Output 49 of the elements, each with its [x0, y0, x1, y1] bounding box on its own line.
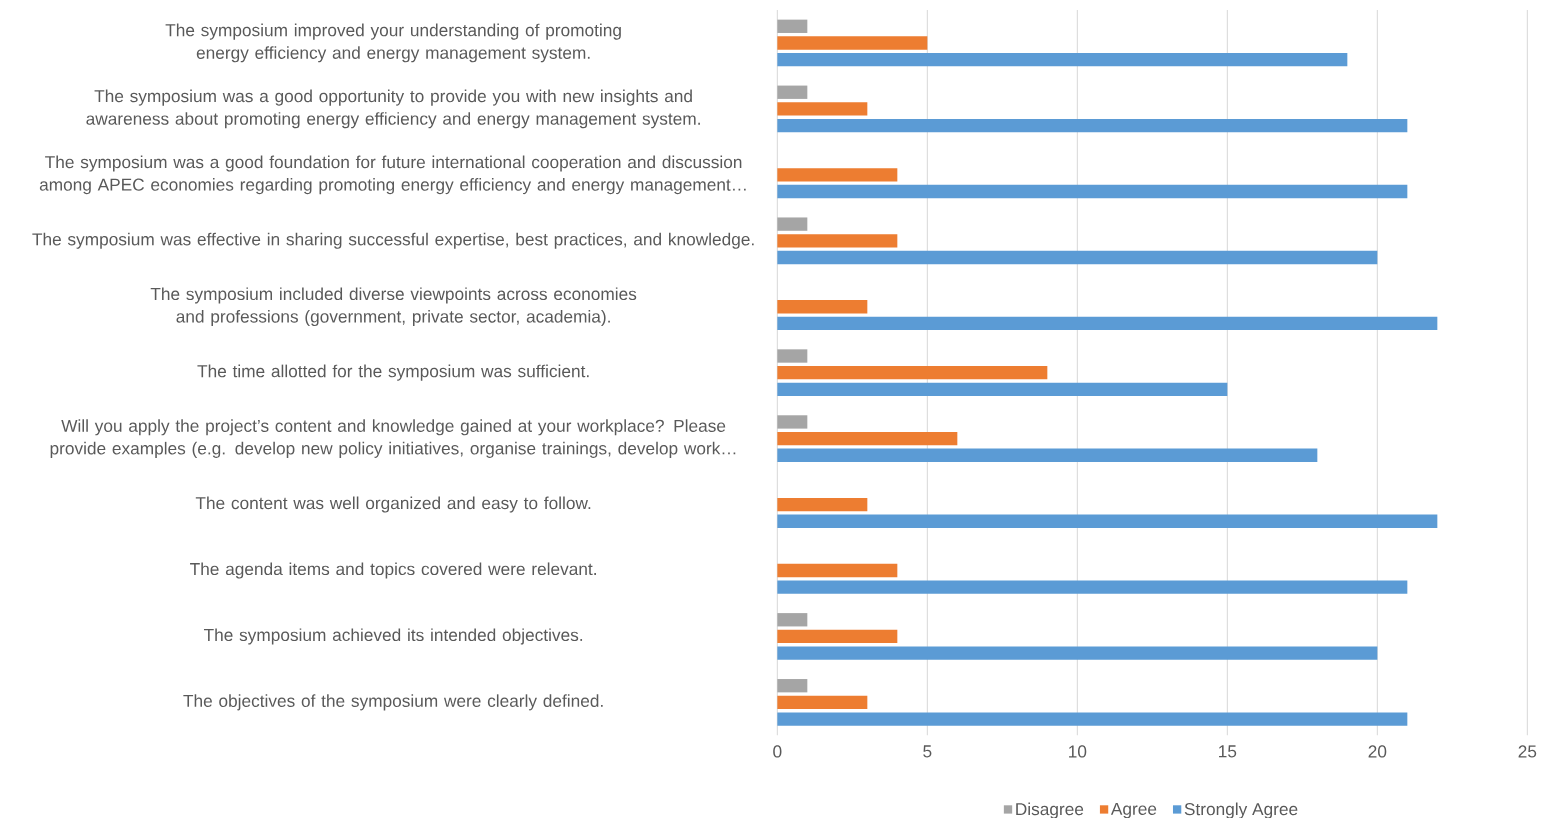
bar [777, 234, 898, 248]
bar [777, 36, 928, 50]
bar [777, 184, 1408, 199]
y-tick-label: The symposium improved your understanding of promoting energy efficiency and energy management system. [165, 23, 621, 63]
bar [777, 316, 1438, 331]
y-tick-label: The symposium was a good opportunity to provide you with new insights and awareness about promoting energy efficiency and energy management system. [86, 89, 700, 129]
y-tick-label: The content was well organized and easy to follow. [195, 496, 591, 513]
y-tick-label: The symposium included diverse viewpoints across economies and professions (government, private sector, academia). [150, 287, 637, 327]
y-tick-label: The agenda items and topics covered were relevant. [190, 562, 596, 579]
bar [777, 168, 898, 182]
bar [777, 102, 868, 116]
bar [777, 712, 1408, 726]
bar [777, 366, 1048, 380]
bar [777, 646, 1378, 660]
bar [777, 118, 1408, 133]
x-tick-label: 15 [1219, 745, 1237, 758]
bar [777, 613, 808, 627]
x-tick-label: 10 [1069, 745, 1087, 758]
x-tick-label: 25 [1518, 745, 1537, 758]
bar [777, 695, 868, 710]
bar [777, 415, 808, 429]
y-tick-label: The symposium achieved its intended objectives. [203, 628, 583, 645]
bar [777, 382, 1228, 397]
legend-label: Agree [1110, 802, 1157, 818]
x-tick-label: 20 [1368, 745, 1387, 758]
legend-label: Strongly Agree [1184, 802, 1298, 818]
bar [777, 300, 868, 314]
bar [777, 580, 1408, 594]
y-tick-label: The symposium was effective in sharing successful expertise, best practices, and knowledge. [32, 232, 754, 249]
bar [777, 629, 898, 644]
y-tick-label: The time allotted for the symposium was sufficient. [197, 364, 589, 381]
legend-label: Disagree [1016, 802, 1084, 818]
bar [777, 85, 808, 99]
bar [777, 563, 898, 578]
x-tick-label: 5 [923, 745, 932, 758]
bar [777, 19, 808, 33]
bar [777, 217, 808, 231]
bar [777, 514, 1438, 528]
y-tick-label: The objectives of the symposium were clearly defined. [183, 694, 603, 711]
y-tick-label: The symposium was a good foundation for future international cooperation and discussion among APEC economies regarding promoting energy efficiency and energy management… [39, 155, 746, 195]
bar [777, 250, 1378, 265]
bar [777, 497, 868, 512]
bar [777, 349, 808, 363]
bar [777, 431, 958, 446]
x-tick-label: 0 [773, 745, 782, 758]
bar [777, 679, 808, 693]
y-tick-label: Will you apply the project’s content and knowledge gained at your workplace? Please provide examples (e.g. develop new policy initiatives, organise trainings, develop work… [50, 419, 736, 458]
bar [777, 52, 1348, 67]
bar [777, 448, 1318, 462]
